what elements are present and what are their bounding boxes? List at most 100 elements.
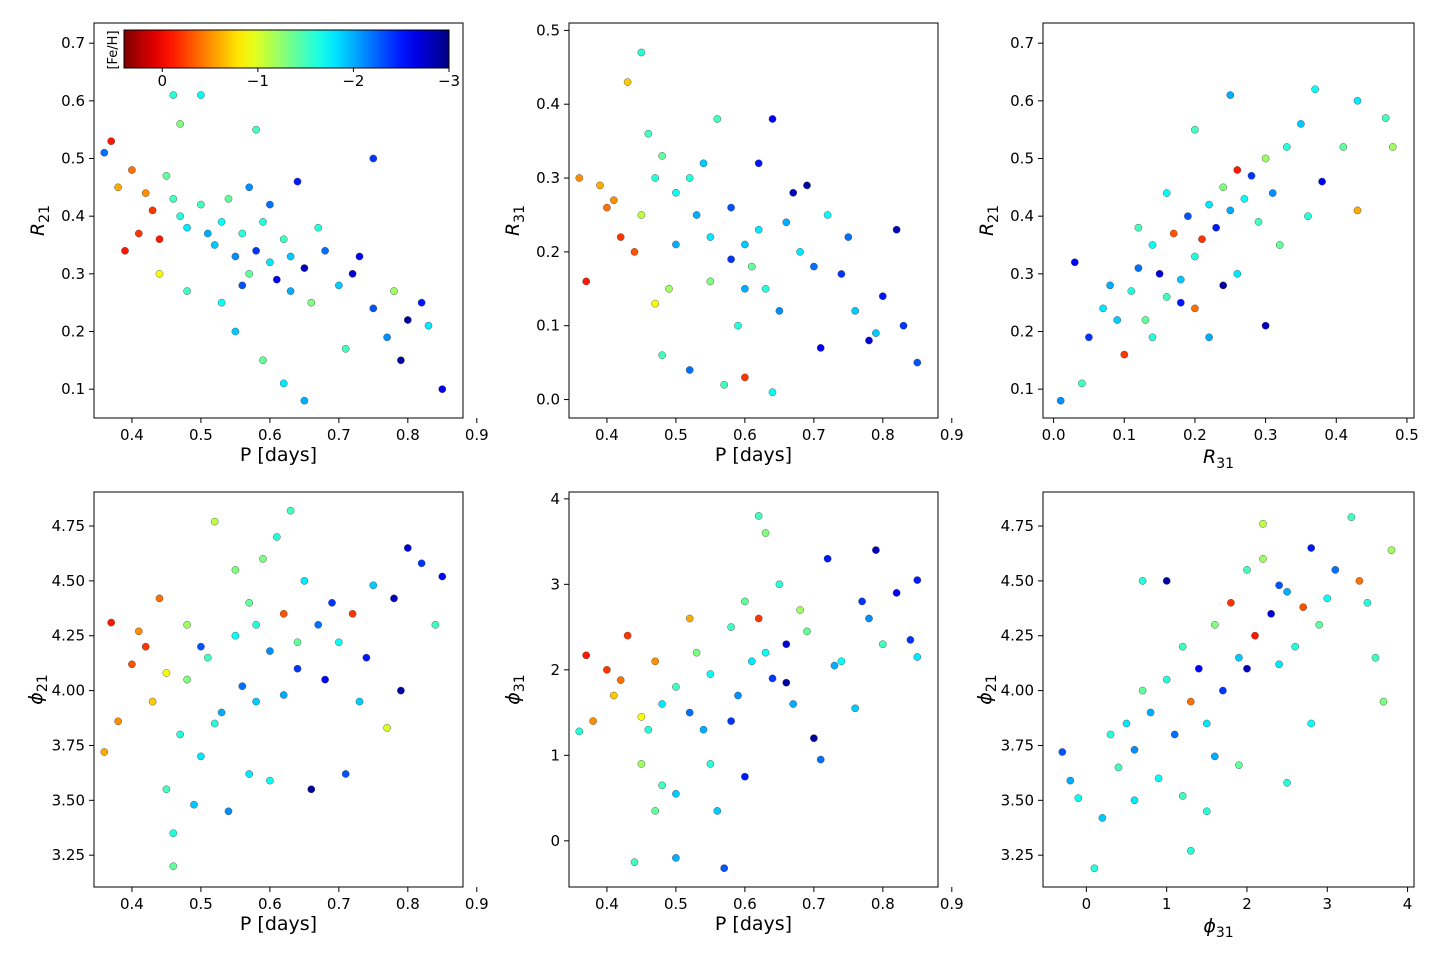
- scatter-point: [851, 704, 860, 713]
- scatter-point: [1106, 730, 1115, 739]
- y-tick-label: 4.00: [1001, 682, 1034, 700]
- scatter-point: [148, 206, 157, 215]
- y-axis-label-base: ϕ: [502, 692, 524, 705]
- y-tick-label: 0.5: [61, 150, 85, 168]
- x-tick-label: 0.5: [189, 426, 213, 444]
- scatter-point: [162, 669, 171, 677]
- panel-p4: 0.4 0.5 0.6 0.7 0.8 0.9 3.25 3.50 3.75 4.00 4.25 4.…: [25, 491, 489, 935]
- scatter-point: [321, 675, 329, 684]
- scatter-point: [369, 154, 378, 163]
- scatter-point: [630, 248, 639, 256]
- scatter-point: [328, 599, 336, 607]
- scatter-point: [899, 321, 908, 330]
- scatter-point: [286, 287, 295, 295]
- scatter-point: [748, 262, 756, 271]
- scatter-point: [1318, 177, 1326, 186]
- scatter-point: [1339, 143, 1348, 151]
- scatter-point: [348, 269, 357, 278]
- scatter-point: [699, 159, 708, 168]
- scatter-point: [637, 760, 646, 768]
- scatter-point: [266, 258, 274, 267]
- scatter-point: [362, 653, 371, 662]
- scatter-point: [383, 333, 391, 342]
- scatter-point: [1235, 653, 1243, 662]
- x-tick-label: 0.7: [327, 895, 351, 913]
- scatter-point: [1130, 746, 1139, 754]
- scatter-point: [782, 218, 791, 227]
- x-tick-label: 0.5: [1395, 426, 1419, 444]
- scatter-point: [803, 181, 811, 190]
- y-tick-label: 4.50: [1001, 572, 1034, 590]
- y-tick-label: 4.25: [1001, 627, 1034, 645]
- y-axis-label: R31: [502, 205, 528, 236]
- scatter-point: [1146, 708, 1155, 717]
- scatter-point: [231, 252, 240, 261]
- scatter-point: [741, 284, 749, 293]
- scatter-point: [651, 299, 660, 308]
- scatter-point: [865, 336, 873, 345]
- y-axis-label-subscript: 21: [37, 205, 53, 223]
- x-tick-label: 0.4: [120, 426, 144, 444]
- x-tick-label: 0.0: [1042, 426, 1066, 444]
- scatter-point: [706, 670, 715, 678]
- scatter-point: [1203, 807, 1211, 816]
- axes-frame: [1042, 491, 1415, 888]
- scatter-point: [1177, 275, 1185, 284]
- scatter-point: [858, 597, 866, 606]
- scatter-point: [1113, 316, 1121, 324]
- scatter-point: [397, 356, 405, 365]
- scatter-point: [754, 614, 763, 623]
- scatter-point: [431, 621, 440, 629]
- scatter-point: [279, 610, 288, 618]
- scatter-point: [630, 858, 639, 867]
- y-tick-label: 0.2: [536, 243, 560, 261]
- scatter-point: [148, 697, 157, 706]
- panel-p3: 0.0 0.1 0.2 0.3 0.4 0.5 0.1 0.2 0.3 0.4 0.5 0.6 0.7 R…: [976, 22, 1419, 472]
- scatter-point: [685, 366, 694, 374]
- y-tick-label: 3.50: [52, 791, 85, 809]
- scatter-point: [727, 255, 735, 264]
- scatter-point: [754, 225, 763, 234]
- scatter-point: [341, 770, 350, 778]
- scatter-point: [307, 298, 316, 307]
- scatter-point: [1261, 154, 1270, 163]
- x-tick-label: 0.6: [258, 895, 282, 913]
- x-tick-label: 0.8: [871, 895, 895, 913]
- y-tick-label: 4.25: [52, 627, 85, 645]
- scatter-point: [438, 572, 447, 581]
- scatter-point: [176, 212, 184, 220]
- y-tick-label: 0.1: [61, 380, 85, 398]
- scatter-point: [658, 152, 666, 160]
- scatter-point: [1297, 120, 1305, 128]
- y-tick-label: 4.50: [52, 572, 85, 590]
- y-axis-label: ϕ21: [25, 674, 51, 704]
- y-axis-label-subscript: 31: [512, 205, 528, 223]
- scatter-point: [1155, 269, 1164, 278]
- axes-frame: [93, 491, 464, 888]
- scatter-point: [775, 307, 784, 315]
- scatter-point: [1226, 91, 1235, 99]
- scatter-points: [575, 48, 922, 397]
- y-tick-label: 0.4: [536, 95, 560, 113]
- scatter-point: [768, 115, 777, 123]
- scatter-point: [266, 647, 274, 655]
- scatter-point: [623, 78, 632, 86]
- scatter-point: [1138, 577, 1147, 585]
- y-tick-label: 4.00: [52, 682, 85, 700]
- scatter-point: [224, 807, 233, 816]
- scatter-point: [706, 760, 715, 768]
- scatter-point: [1184, 212, 1192, 220]
- x-axis-label: R31: [1203, 446, 1234, 472]
- scatter-point: [1099, 304, 1107, 313]
- scatter-point: [266, 776, 274, 785]
- scatter-points: [100, 506, 447, 871]
- y-tick-label: 0.4: [61, 207, 85, 225]
- scatter-point: [658, 351, 666, 360]
- y-tick-label: 3.75: [52, 736, 85, 754]
- scatter-point: [913, 358, 922, 367]
- scatter-point: [203, 229, 212, 238]
- scatter-point: [155, 269, 164, 278]
- scatter-point: [665, 284, 673, 293]
- scatter-point: [692, 211, 701, 219]
- scatter-point: [644, 129, 653, 138]
